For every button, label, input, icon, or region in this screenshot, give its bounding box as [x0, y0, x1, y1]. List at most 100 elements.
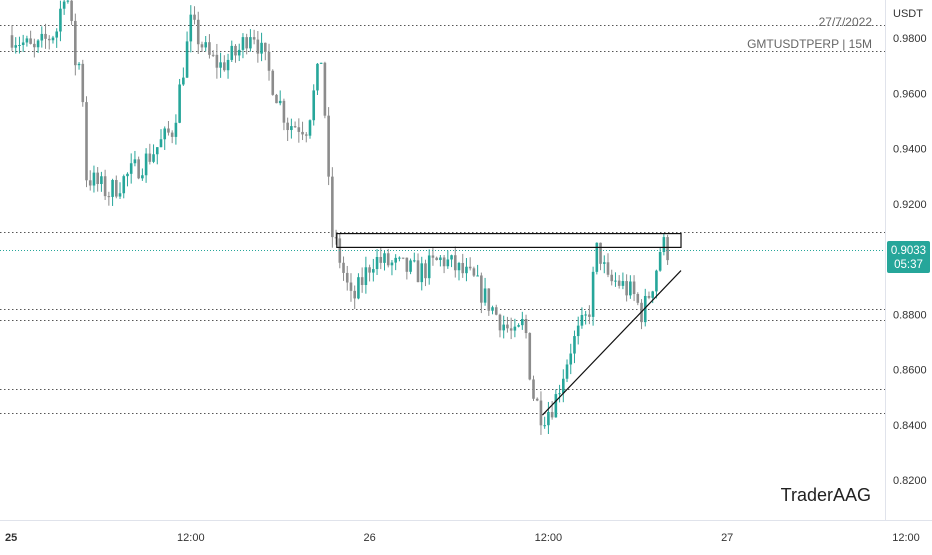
candle-body-0 [10, 35, 14, 48]
candle-body-77 [297, 127, 301, 132]
candle-body-50 [196, 19, 200, 45]
candle-body-116 [442, 257, 446, 267]
candle-body-108 [413, 260, 416, 262]
candle-body-74 [286, 122, 289, 131]
candle-body-156 [591, 271, 595, 317]
candle-body-15 [66, 0, 70, 2]
current-price-value: 0.9033 [891, 245, 926, 257]
bar-countdown: 05:37 [894, 259, 923, 271]
candle-body-23 [96, 172, 99, 185]
drawings [336, 232, 682, 416]
candle-body-145 [550, 411, 554, 418]
candle-body-39 [155, 147, 159, 155]
candle-body-25 [103, 176, 107, 197]
candle-body-127 [483, 288, 487, 303]
candle-body-119 [453, 255, 457, 271]
candle-body-130 [494, 307, 498, 315]
price-axis[interactable]: USDT 0.9800 0.9600 0.9400 0.9200 0.8800 0.8600… [893, 8, 927, 487]
candle-body-124 [472, 268, 476, 276]
candle-body-161 [610, 274, 614, 282]
candle-body-157 [595, 242, 599, 272]
candle-body-147 [558, 393, 561, 395]
candle-body-146 [554, 394, 558, 418]
candle-body-103 [394, 257, 397, 263]
candle-body-129 [491, 307, 494, 311]
candle-body-7 [36, 40, 40, 48]
candle-body-75 [290, 126, 293, 131]
candle-body-117 [446, 259, 450, 267]
candle-body-112 [427, 255, 431, 279]
candle-body-132 [502, 324, 505, 331]
candle-body-41 [163, 128, 167, 140]
candle-body-162 [614, 280, 617, 282]
time-tick-4: 27 [721, 532, 733, 544]
candle-body-37 [148, 153, 152, 162]
candle-body-65 [252, 37, 256, 40]
candle-body-82 [316, 63, 319, 91]
candle-body-81 [312, 90, 316, 121]
candle-body-136 [517, 325, 520, 327]
candle-body-176 [666, 237, 669, 261]
candle-body-36 [144, 153, 148, 176]
candle-body-155 [588, 314, 591, 317]
candle-body-16 [70, 0, 73, 21]
candle-body-33 [133, 159, 137, 164]
candle-body-79 [304, 134, 308, 136]
candle-body-109 [416, 260, 420, 283]
candle-body-19 [81, 63, 85, 103]
candle-body-123 [468, 266, 472, 269]
candle-body-140 [532, 379, 535, 399]
candle-body-148 [562, 378, 565, 394]
candle-body-22 [92, 172, 96, 186]
candle-body-63 [245, 37, 248, 49]
candle-body-122 [465, 266, 468, 274]
candle-body-90 [345, 272, 349, 283]
candle-body-59 [230, 45, 234, 60]
candle-body-91 [349, 282, 353, 291]
candle-body-171 [647, 295, 651, 298]
candle-body-110 [420, 263, 424, 283]
candle-body-76 [293, 126, 297, 128]
candle-body-38 [152, 154, 155, 162]
candle-body-118 [450, 255, 453, 260]
candle-body-49 [193, 14, 196, 20]
candle-body-53 [208, 42, 211, 55]
candle-body-85 [327, 115, 330, 177]
candle-body-62 [241, 37, 245, 50]
candle-body-83 [319, 62, 323, 64]
candle-body-70 [271, 70, 275, 95]
candle-body-57 [223, 62, 226, 71]
candle-body-47 [185, 41, 189, 78]
candle-body-94 [360, 277, 364, 286]
candle-body-163 [617, 280, 621, 286]
candle-body-11 [51, 37, 55, 41]
candle-body-21 [88, 180, 92, 186]
candle-body-8 [40, 33, 44, 41]
candle-body-78 [301, 131, 304, 135]
price-tick-1: 0.9600 [893, 88, 927, 100]
ascending-trendline [542, 270, 682, 416]
candle-body-67 [260, 42, 263, 54]
candle-body-24 [100, 176, 103, 185]
candle-body-174 [658, 252, 662, 271]
candle-body-138 [524, 318, 528, 334]
candle-body-40 [159, 139, 163, 148]
candle-body-6 [33, 43, 36, 48]
candle-body-60 [234, 45, 237, 56]
candle-body-86 [331, 176, 334, 238]
price-axis-unit: USDT [893, 8, 923, 20]
candle-body-121 [461, 263, 465, 274]
candle-body-31 [126, 173, 129, 177]
candle-body-13 [59, 8, 62, 32]
candle-body-133 [506, 324, 509, 329]
candle-body-95 [364, 267, 368, 286]
candle-body-9 [44, 33, 47, 39]
candle-body-113 [431, 255, 435, 258]
candle-body-164 [621, 281, 625, 286]
candle-body-144 [547, 411, 550, 426]
price-tick-4: 0.8800 [893, 309, 927, 321]
candle-body-72 [278, 100, 282, 104]
